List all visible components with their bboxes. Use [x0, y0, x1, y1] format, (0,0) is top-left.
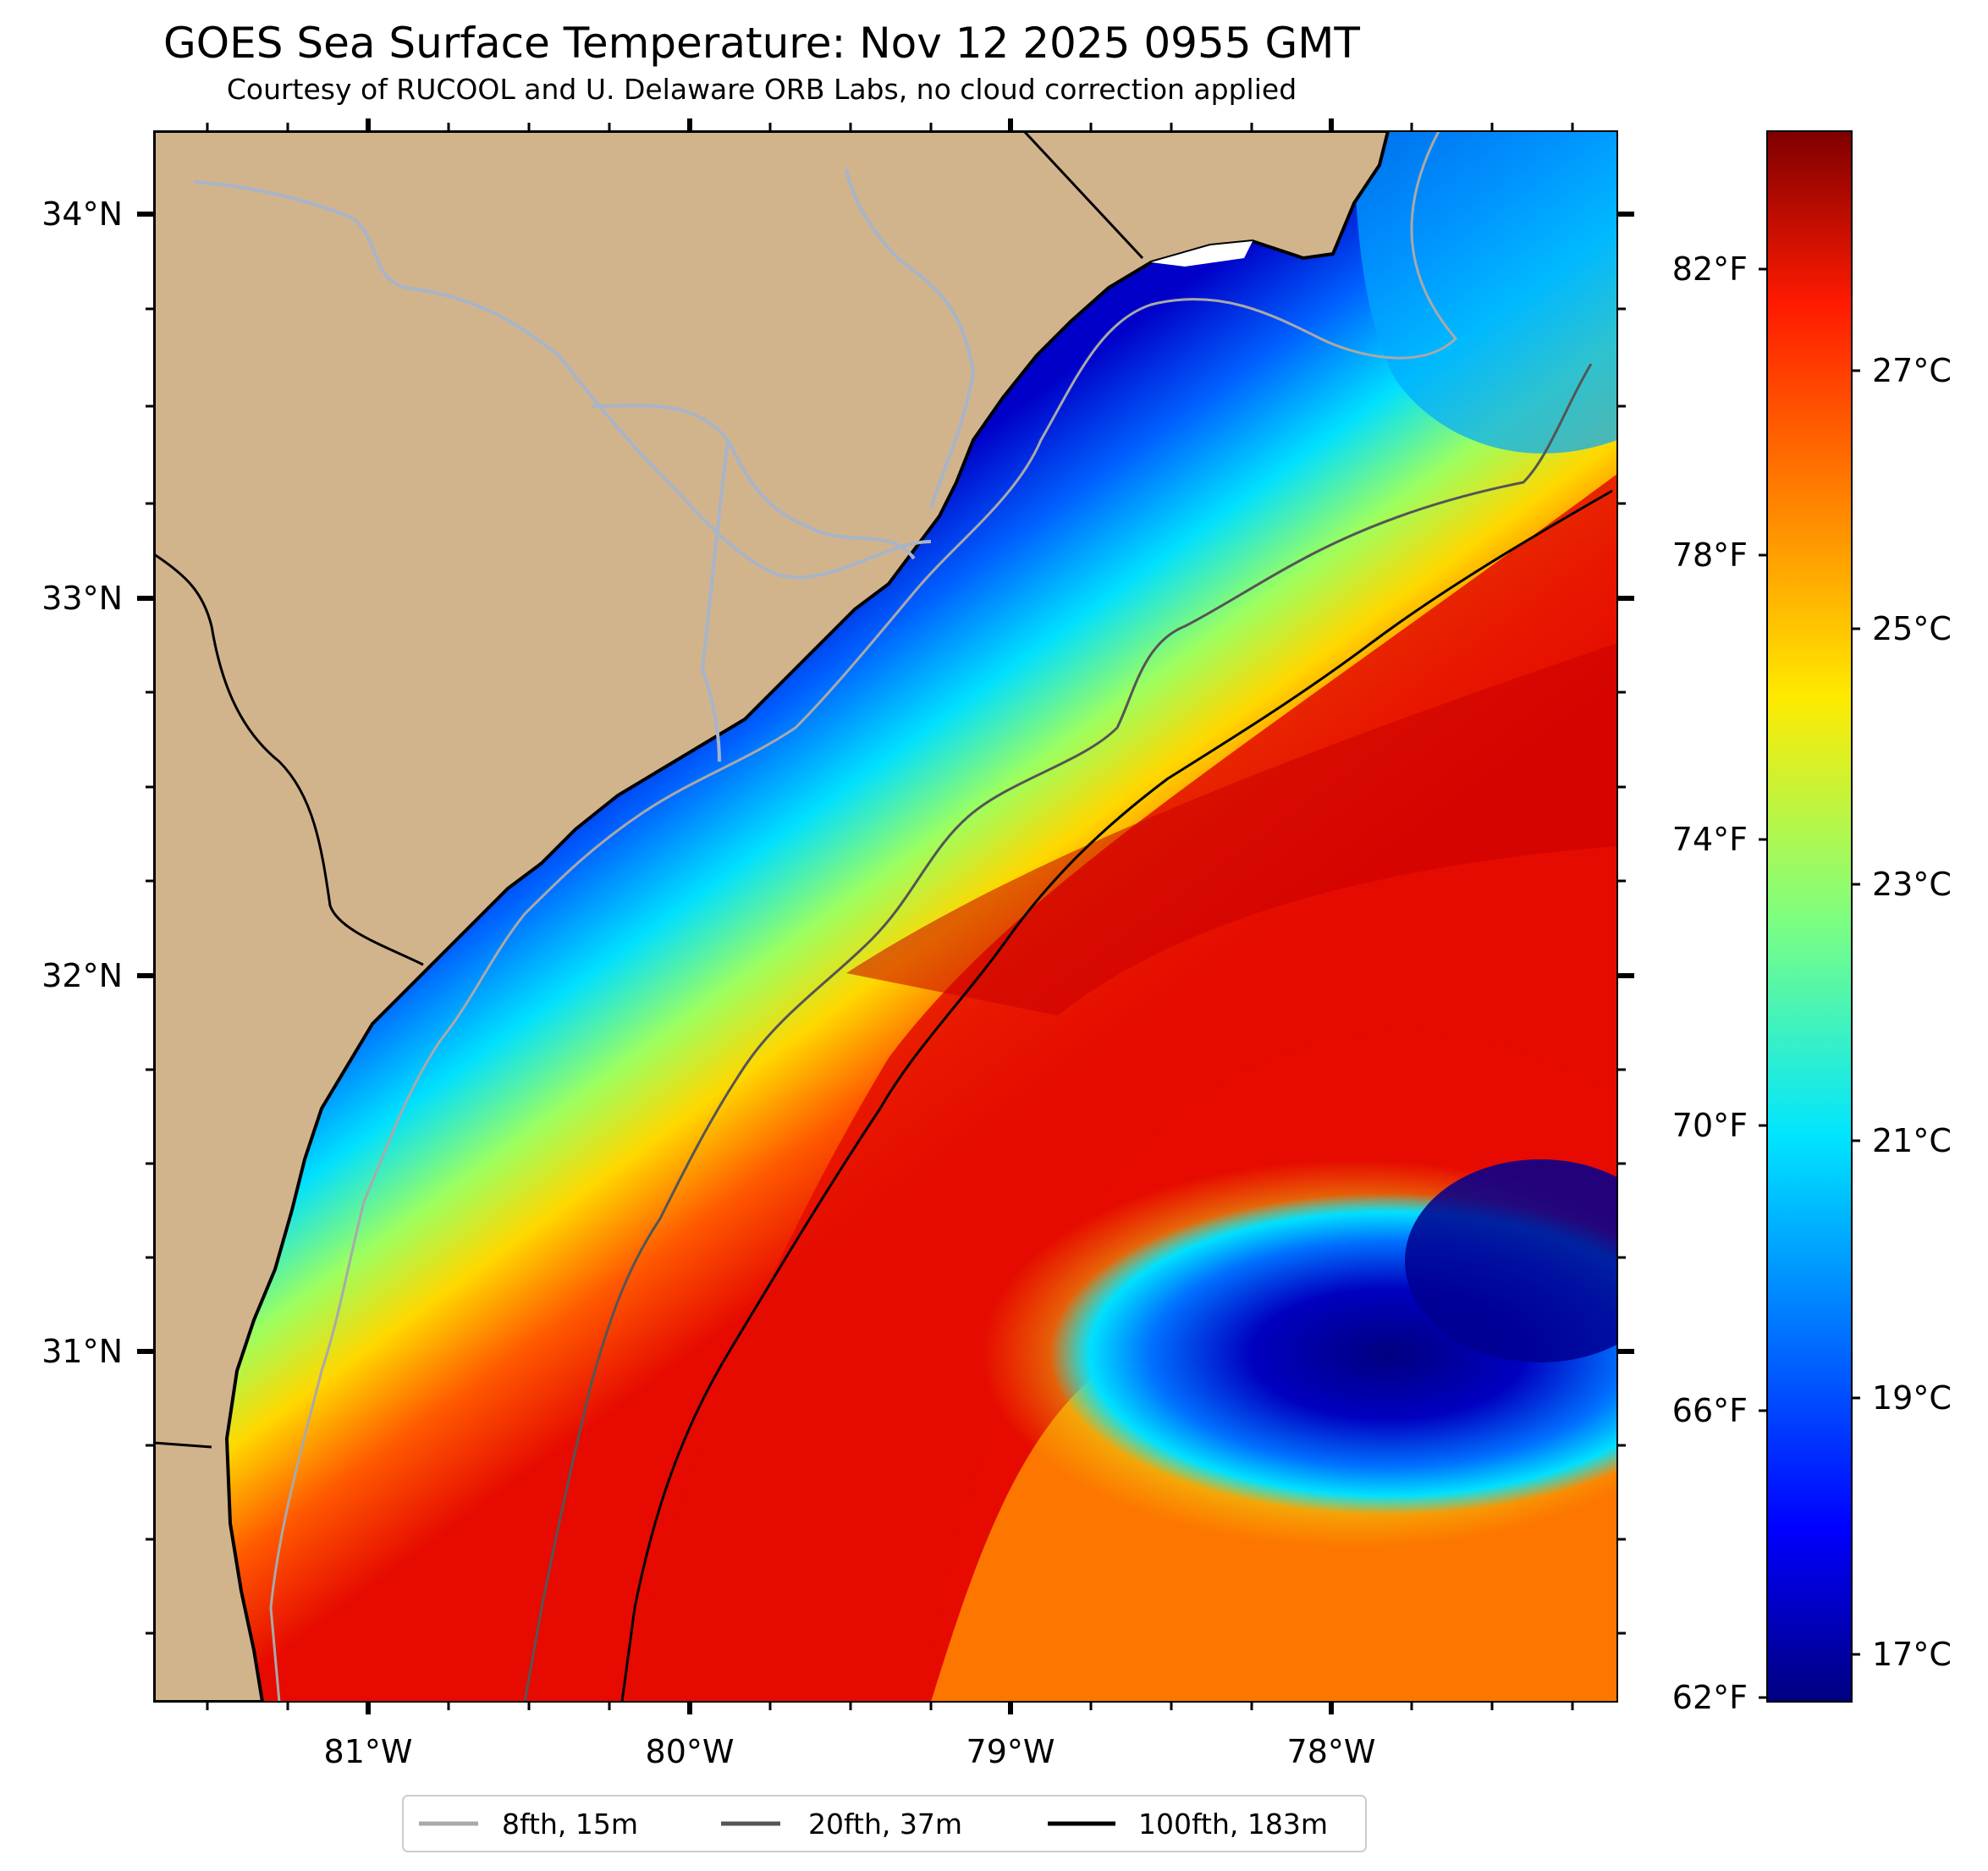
gulf-stream-hot [846, 643, 1617, 1015]
colorbar-label-62f: 62°F [1672, 1679, 1748, 1716]
lon-label-81w: 81°W [324, 1733, 413, 1770]
colorbar-label-23c: 23°C [1872, 866, 1952, 903]
major-ticks [137, 118, 1634, 1714]
lat-label-34n: 34°N [41, 195, 123, 233]
nearshore-mask [1151, 241, 1253, 267]
legend-label-8fth: 8fth, 15m [502, 1808, 638, 1841]
colorbar-label-21c: 21°C [1872, 1122, 1952, 1159]
lat-label-31n: 31°N [41, 1333, 123, 1370]
sst-field [154, 131, 1617, 1702]
colorbar-label-82f: 82°F [1672, 250, 1748, 288]
lat-label-32n: 32°N [41, 957, 123, 994]
map-frame [153, 130, 1618, 1703]
isobath-8fth [269, 131, 1458, 1702]
colorbar-label-66f: 66°F [1672, 1392, 1748, 1429]
rivers [194, 168, 976, 762]
cape-fear-water [1354, 131, 1617, 454]
legend: 8fth, 15m 20fth, 37m 100fth, 183m [402, 1795, 1367, 1852]
lat-label-33n: 33°N [41, 580, 123, 617]
colorbar-label-19c: 19°C [1872, 1379, 1952, 1417]
lon-label-78w: 78°W [1287, 1733, 1376, 1770]
isobath-100fth [620, 489, 1613, 1702]
colorbar [1766, 130, 1853, 1703]
state-borders [154, 131, 1144, 1449]
isobath-20fth [523, 363, 1593, 1702]
colorbar-label-70f: 70°F [1672, 1107, 1748, 1144]
cold-eddy-core [1405, 1159, 1617, 1362]
lon-label-79w: 79°W [966, 1733, 1055, 1770]
colorbar-c-ticks [1852, 369, 1860, 1656]
colorbar-label-25c: 25°C [1872, 610, 1952, 647]
legend-label-20fth: 20fth, 37m [808, 1808, 962, 1841]
legend-label-100fth: 100fth, 183m [1138, 1808, 1328, 1841]
map-subtitle: Courtesy of RUCOOL and U. Delaware ORB L… [226, 73, 1297, 106]
colorbar-label-78f: 78°F [1672, 537, 1748, 574]
lon-label-80w: 80°W [646, 1733, 735, 1770]
colorbar-f-ticks [1759, 267, 1767, 1699]
colorbar-label-74f: 74°F [1672, 821, 1748, 858]
minor-ticks [146, 123, 1626, 1710]
colorbar-label-17c: 17°C [1872, 1636, 1952, 1673]
map-title: GOES Sea Surface Temperature: Nov 12 202… [163, 19, 1360, 68]
legend-box [402, 1795, 1367, 1852]
colorbar-label-27c: 27°C [1872, 352, 1952, 389]
